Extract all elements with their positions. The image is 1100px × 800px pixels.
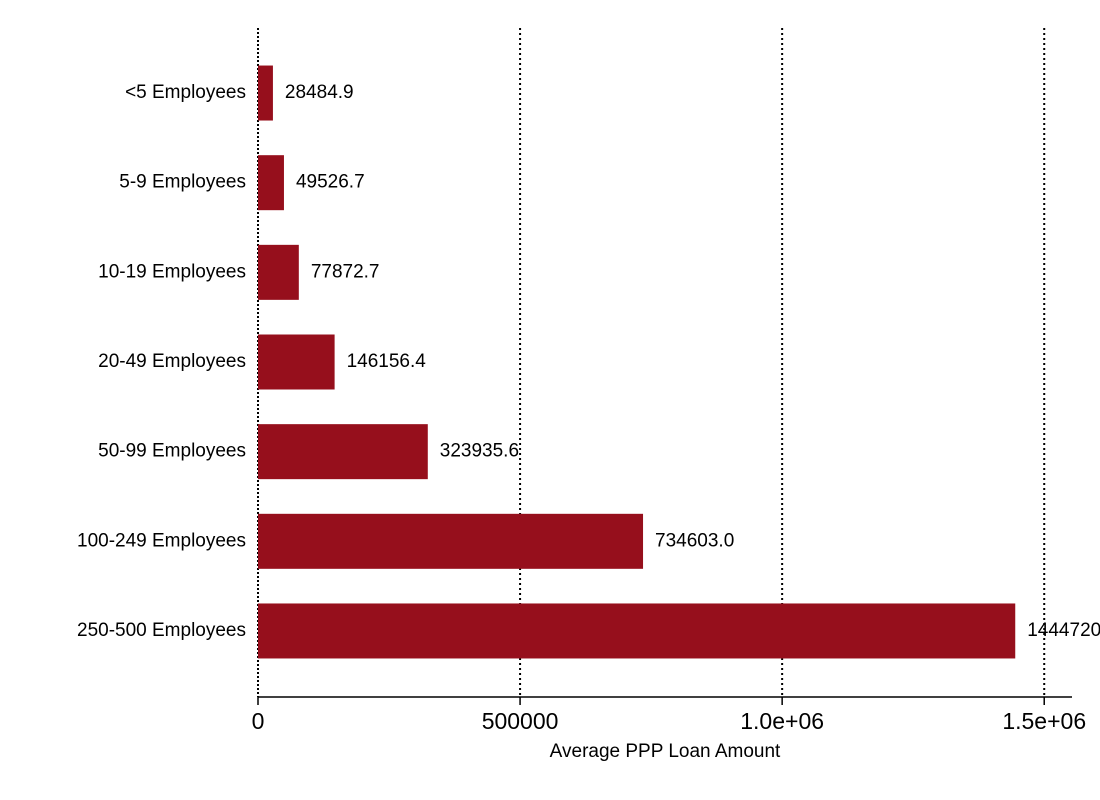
value-label: 323935.6: [440, 441, 519, 462]
bar: [258, 334, 335, 390]
value-label: 1444720.0: [1027, 620, 1100, 641]
bar: [258, 155, 284, 211]
y-tick-label: 10-19 Employees: [98, 261, 246, 282]
value-label: 49526.7: [296, 172, 365, 193]
y-tick-label: 5-9 Employees: [119, 172, 246, 193]
bar: [258, 424, 428, 480]
value-label: 734603.0: [655, 530, 734, 551]
bar: [258, 65, 273, 121]
bar: [258, 603, 1016, 659]
x-tick-label: 1.0e+06: [740, 708, 824, 734]
y-tick-label: 20-49 Employees: [98, 351, 246, 372]
x-tick-label: 0: [252, 708, 265, 734]
y-tick-label: 100-249 Employees: [77, 530, 246, 551]
y-tick-label: <5 Employees: [125, 82, 246, 103]
y-tick-label: 50-99 Employees: [98, 441, 246, 462]
value-label: 77872.7: [311, 261, 380, 282]
bar: [258, 244, 299, 300]
x-axis-title: Average PPP Loan Amount: [550, 741, 781, 762]
value-label: 146156.4: [347, 351, 427, 372]
x-tick-label: 1.5e+06: [1002, 708, 1086, 734]
value-label: 28484.9: [285, 82, 354, 103]
x-tick-label: 500000: [482, 708, 559, 734]
bar: [258, 513, 644, 569]
y-tick-label: 250-500 Employees: [77, 620, 246, 641]
